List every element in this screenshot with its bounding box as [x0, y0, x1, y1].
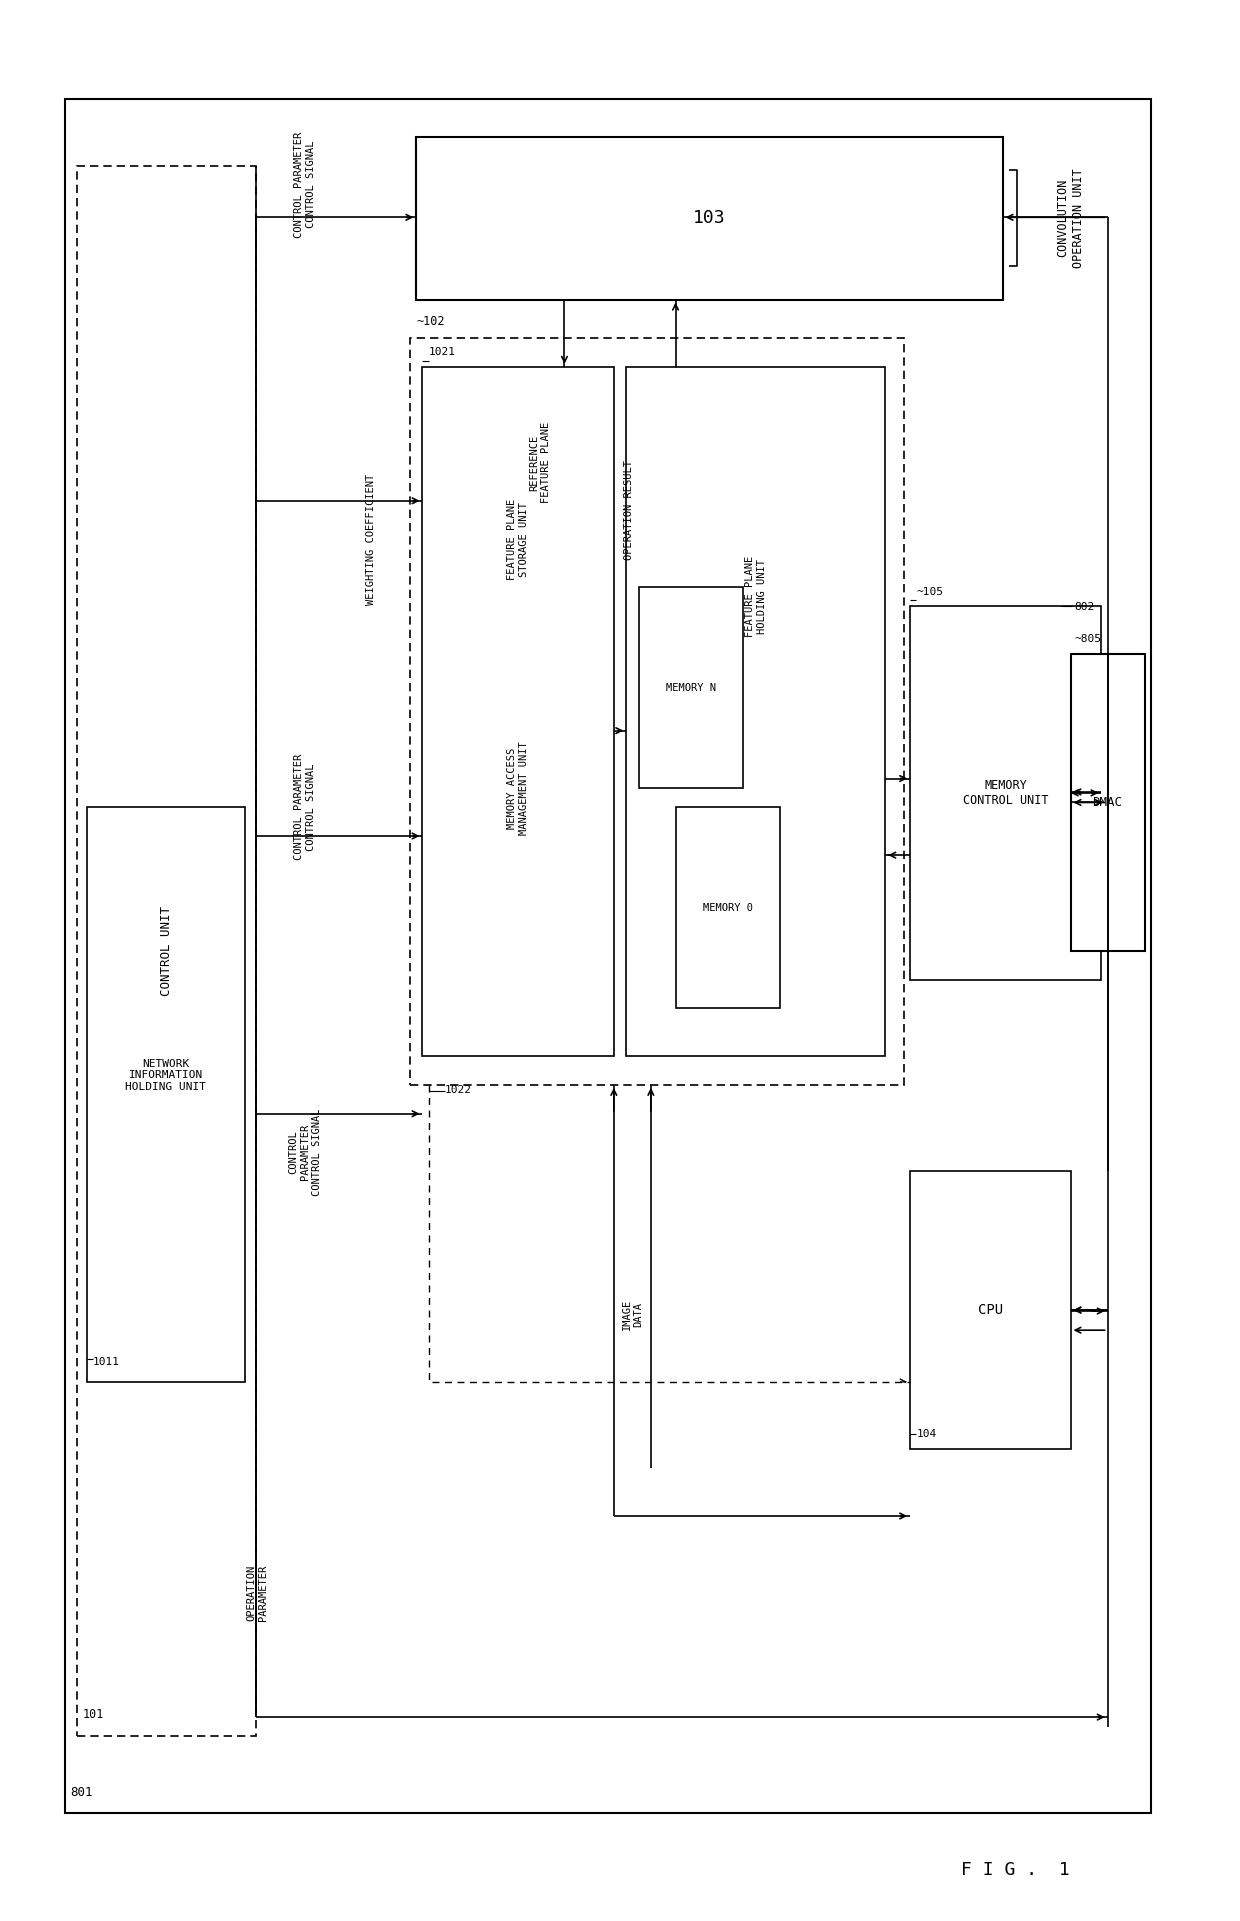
Text: CONTROL PARAMETER
CONTROL SIGNAL: CONTROL PARAMETER CONTROL SIGNAL — [294, 755, 316, 861]
Text: 101: 101 — [83, 1708, 104, 1721]
Text: MEMORY N: MEMORY N — [666, 682, 715, 693]
Text: WEIGHTING COEFFICIENT: WEIGHTING COEFFICIENT — [366, 473, 376, 605]
Bar — [423, 367, 614, 1057]
Text: DMAC: DMAC — [1092, 795, 1122, 809]
Text: 1011: 1011 — [93, 1356, 120, 1366]
Text: 104: 104 — [916, 1429, 936, 1439]
Text: CONVOLUTION
OPERATION UNIT: CONVOLUTION OPERATION UNIT — [1056, 169, 1085, 269]
Text: ~805: ~805 — [1074, 634, 1101, 644]
Text: OPERATION
PARAMETER: OPERATION PARAMETER — [247, 1564, 268, 1621]
Text: REFERENCE
FEATURE PLANE: REFERENCE FEATURE PLANE — [529, 423, 551, 503]
Text: CONTROL PARAMETER
CONTROL SIGNAL: CONTROL PARAMETER CONTROL SIGNAL — [294, 133, 316, 238]
Bar — [910, 1172, 1070, 1448]
Text: 1022: 1022 — [445, 1085, 471, 1095]
Text: FEATURE PLANE
STORAGE UNIT: FEATURE PLANE STORAGE UNIT — [507, 498, 529, 580]
Bar — [87, 807, 244, 1381]
Bar — [1070, 653, 1145, 951]
Text: CONTROL UNIT: CONTROL UNIT — [160, 907, 172, 995]
Bar — [77, 165, 255, 1737]
Text: IMAGE
DATA: IMAGE DATA — [621, 1299, 644, 1331]
Text: CONTROL
PARAMETER
CONTROL SIGNAL: CONTROL PARAMETER CONTROL SIGNAL — [289, 1108, 322, 1195]
Bar — [626, 367, 885, 1057]
Bar — [64, 98, 1151, 1813]
Text: 103: 103 — [693, 209, 725, 227]
Text: 1021: 1021 — [429, 348, 455, 357]
Bar — [410, 338, 904, 1085]
Text: ~105: ~105 — [916, 586, 944, 597]
Text: FEATURE PLANE
HOLDING UNIT: FEATURE PLANE HOLDING UNIT — [745, 555, 766, 638]
Text: MEMORY ACCESS
MANAGEMENT UNIT: MEMORY ACCESS MANAGEMENT UNIT — [507, 742, 529, 836]
Text: ~102: ~102 — [417, 315, 445, 328]
Text: 801: 801 — [71, 1787, 93, 1800]
Bar — [910, 607, 1101, 980]
Text: MEMORY 0: MEMORY 0 — [703, 903, 753, 912]
Text: F I G .  1: F I G . 1 — [961, 1861, 1069, 1879]
Text: OPERATION RESULT: OPERATION RESULT — [624, 461, 634, 561]
Text: NETWORK
INFORMATION
HOLDING UNIT: NETWORK INFORMATION HOLDING UNIT — [125, 1058, 206, 1091]
Bar — [676, 807, 780, 1009]
Bar — [639, 588, 744, 788]
Text: 802: 802 — [1074, 601, 1095, 613]
Text: CPU: CPU — [978, 1302, 1003, 1318]
Bar — [417, 136, 1003, 300]
Text: MEMORY
CONTROL UNIT: MEMORY CONTROL UNIT — [963, 778, 1049, 807]
